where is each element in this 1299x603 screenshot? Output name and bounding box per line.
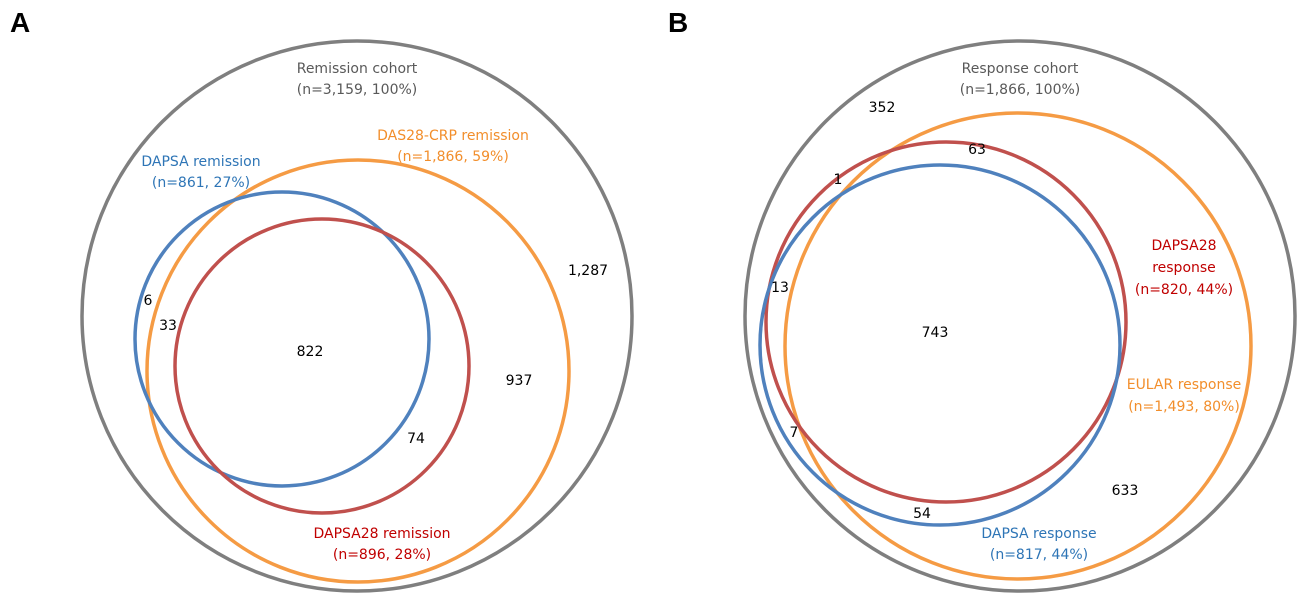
response-cohort-label: Response cohort: [962, 61, 1079, 77]
eular-response-circle: [783, 111, 1253, 581]
eular-response-stats: (n=1,493, 80%): [1128, 399, 1240, 415]
response-cohort-circle: [743, 39, 1297, 593]
dapsa-response-circle: [758, 163, 1122, 527]
dapsa28-response-label-line2: response: [1152, 260, 1216, 276]
panel-a: A Remission cohort (n=3,159, 100%) DAS28…: [10, 7, 634, 593]
dapsa-remission-circle: [133, 190, 431, 488]
panel-b: B Response cohort (n=1,866, 100%) DAPSA2…: [668, 7, 1297, 593]
dapsa28-response-stats: (n=820, 44%): [1135, 282, 1233, 298]
das28-crp-remission-circle: [145, 158, 571, 584]
dapsa-remission-stats: (n=861, 27%): [152, 175, 250, 191]
dapsa28-remission-circle: [173, 217, 471, 515]
remission-cohort-label: Remission cohort: [297, 61, 418, 77]
count-cohort-only-a: 1,287: [568, 263, 608, 279]
count-all-three-a: 822: [297, 344, 324, 360]
count-dapsa-das28: 33: [159, 318, 177, 334]
dapsa-remission-label: DAPSA remission: [141, 154, 260, 170]
dapsa28-response-label-line1: DAPSA28: [1151, 238, 1216, 254]
count-all-three-b: 743: [922, 325, 949, 341]
dapsa-response-stats: (n=817, 44%): [990, 547, 1088, 563]
count-das28-only: 937: [506, 373, 533, 389]
count-dapsa28-das28: 74: [407, 431, 425, 447]
das28-crp-remission-stats: (n=1,866, 59%): [397, 149, 509, 165]
eular-response-label: EULAR response: [1127, 377, 1242, 393]
remission-cohort-circle: [80, 39, 634, 593]
panel-b-letter: B: [668, 7, 688, 38]
response-cohort-stats: (n=1,866, 100%): [960, 82, 1081, 98]
count-cohort-only-b: 352: [869, 100, 896, 116]
count-dapsa-only: 6: [144, 293, 153, 309]
count-dapsa28-dapsa: 1: [834, 172, 843, 188]
count-dapsa28-only: 63: [968, 142, 986, 158]
count-dapsa-only-b: 7: [790, 425, 799, 441]
das28-crp-remission-label: DAS28-CRP remission: [377, 128, 529, 144]
dapsa28-remission-label: DAPSA28 remission: [313, 526, 450, 542]
dapsa28-remission-stats: (n=896, 28%): [333, 547, 431, 563]
dapsa-response-label: DAPSA response: [981, 526, 1096, 542]
remission-cohort-stats: (n=3,159, 100%): [297, 82, 418, 98]
panel-a-letter: A: [10, 7, 30, 38]
count-dapsa-eular: 54: [913, 506, 931, 522]
count-eular-only: 633: [1112, 483, 1139, 499]
count-dapsa28-dapsa-no-eular: 13: [771, 280, 789, 296]
dapsa28-response-circle: [764, 140, 1128, 504]
